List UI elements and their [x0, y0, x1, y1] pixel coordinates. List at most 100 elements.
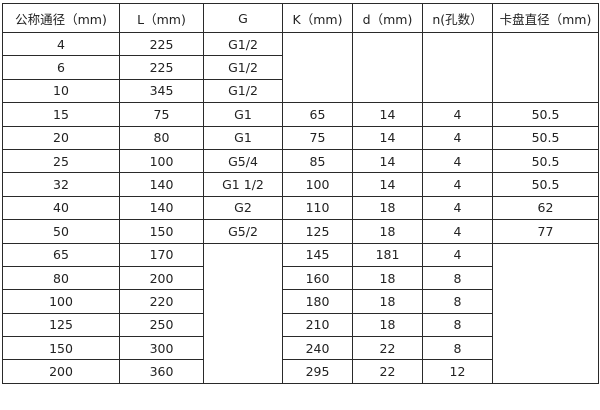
cell-length: 220: [119, 289, 204, 314]
table-row: 40 140 G2 110 18 4 62: [2, 195, 599, 221]
cell-length: 150: [119, 219, 204, 244]
table-row: 15 75 G1 65 14 4 50.5: [2, 102, 599, 127]
cell-n-holes: 8: [422, 265, 493, 291]
header-n-holes: n(孔数）: [422, 3, 493, 33]
cell-nominal-diameter: 50: [2, 219, 120, 244]
cell-d: 14: [352, 125, 423, 150]
cell-chuck-empty: [492, 31, 599, 104]
cell-thread: G1/2: [203, 55, 283, 80]
cell-d: 18: [352, 195, 423, 221]
table-row: 6 225 G1/2: [2, 55, 599, 80]
cell-k: 110: [282, 195, 353, 221]
cell-n-holes: 8: [422, 289, 493, 314]
cell-length: 225: [119, 55, 204, 80]
cell-length: 345: [119, 78, 204, 104]
table-row: 200 360 295 22 12: [2, 359, 599, 384]
header-thread: G: [203, 3, 283, 33]
cell-chuck-diameter: 77: [492, 219, 599, 244]
cell-k: 180: [282, 289, 353, 314]
cell-d: 14: [352, 102, 423, 127]
cell-length: 360: [119, 359, 204, 384]
cell-d: 14: [352, 172, 423, 197]
cell-d: 18: [352, 219, 423, 244]
cell-n-holes: 4: [422, 148, 493, 174]
cell-k: 145: [282, 242, 353, 267]
table-row: 50 150 G5/2 125 18 4 77: [2, 219, 599, 244]
cell-k: 100: [282, 172, 353, 197]
cell-length: 80: [119, 125, 204, 150]
cell-chuck-diameter: 50.5: [492, 125, 599, 150]
cell-thread-empty: [203, 242, 283, 384]
table-row: 125 250 210 18 8: [2, 312, 599, 338]
cell-k: 160: [282, 265, 353, 291]
cell-d: 18: [352, 312, 423, 338]
cell-length: 170: [119, 242, 204, 267]
cell-chuck-diameter: 62: [492, 195, 599, 221]
cell-k: 65: [282, 102, 353, 127]
cell-d: 18: [352, 265, 423, 291]
cell-d: 181: [352, 242, 423, 267]
cell-nominal-diameter: 80: [2, 265, 120, 291]
cell-n-holes: 4: [422, 195, 493, 221]
cell-nominal-diameter: 10: [2, 78, 120, 104]
cell-n-holes: 4: [422, 125, 493, 150]
table-row: 150 300 240 22 8: [2, 336, 599, 361]
cell-length: 225: [119, 31, 204, 57]
cell-length: 140: [119, 195, 204, 221]
cell-nominal-diameter: 4: [2, 31, 120, 57]
cell-nominal-diameter: 6: [2, 55, 120, 80]
cell-nominal-diameter: 25: [2, 148, 120, 174]
cell-chuck-diameter: 50.5: [492, 148, 599, 174]
table-row: 32 140 G1 1/2 100 14 4 50.5: [2, 172, 599, 197]
cell-thread: G1/2: [203, 31, 283, 57]
cell-nominal-diameter: 40: [2, 195, 120, 221]
cell-thread: G5/4: [203, 148, 283, 174]
cell-d: 14: [352, 148, 423, 174]
header-k: K（mm): [282, 3, 353, 33]
cell-k-empty: [282, 31, 353, 104]
cell-thread: G1/2: [203, 78, 283, 104]
header-d: d（mm): [352, 3, 423, 33]
cell-nominal-diameter: 65: [2, 242, 120, 267]
cell-length: 75: [119, 102, 204, 127]
cell-d: 22: [352, 359, 423, 384]
cell-n-holes: 8: [422, 336, 493, 361]
header-nominal-diameter: 公称通径（mm): [2, 3, 120, 33]
cell-k: 75: [282, 125, 353, 150]
cell-n-holes: 4: [422, 219, 493, 244]
cell-nominal-diameter: 200: [2, 359, 120, 384]
cell-k: 295: [282, 359, 353, 384]
cell-thread: G2: [203, 195, 283, 221]
cell-chuck-empty: [492, 242, 599, 384]
cell-k: 85: [282, 148, 353, 174]
cell-k: 125: [282, 219, 353, 244]
table-row: 20 80 G1 75 14 4 50.5: [2, 125, 599, 150]
cell-n-empty: [422, 31, 493, 104]
cell-nominal-diameter: 32: [2, 172, 120, 197]
cell-k: 210: [282, 312, 353, 338]
cell-thread: G5/2: [203, 219, 283, 244]
table-row: 25 100 G5/4 85 14 4 50.5: [2, 148, 599, 174]
cell-n-holes: 8: [422, 312, 493, 338]
cell-d-empty: [352, 31, 423, 104]
table-row: 100 220 180 18 8: [2, 289, 599, 314]
table-row: 4 225 G1/2: [2, 31, 599, 104]
specification-table: 公称通径（mm) L（mm) G K（mm) d（mm) n(孔数） 卡盘直径（…: [2, 3, 599, 384]
cell-n-holes: 12: [422, 359, 493, 384]
table-row: 65 170 145 181 4: [2, 242, 599, 384]
cell-d: 22: [352, 336, 423, 361]
cell-chuck-diameter: 50.5: [492, 172, 599, 197]
cell-thread: G1: [203, 102, 283, 127]
cell-length: 250: [119, 312, 204, 338]
cell-thread: G1: [203, 125, 283, 150]
cell-k: 240: [282, 336, 353, 361]
cell-length: 200: [119, 265, 204, 291]
cell-chuck-diameter: 50.5: [492, 102, 599, 127]
cell-nominal-diameter: 15: [2, 102, 120, 127]
cell-length: 140: [119, 172, 204, 197]
cell-nominal-diameter: 100: [2, 289, 120, 314]
header-row: 公称通径（mm) L（mm) G K（mm) d（mm) n(孔数） 卡盘直径（…: [2, 3, 599, 33]
cell-n-holes: 4: [422, 172, 493, 197]
cell-d: 18: [352, 289, 423, 314]
header-chuck-diameter: 卡盘直径（mm): [492, 3, 599, 33]
